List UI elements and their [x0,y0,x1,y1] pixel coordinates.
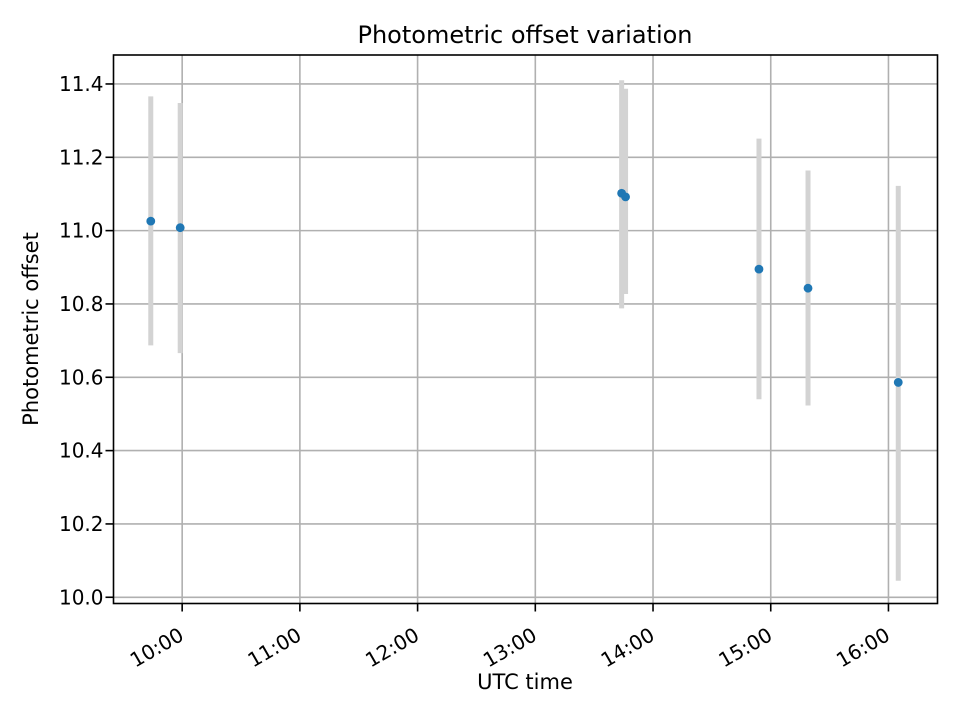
data-point-marker [175,223,185,233]
data-point-marker [621,192,630,202]
x-tick-label: 10:00 [126,623,188,673]
plot-border [112,54,939,605]
y-tick-label: 11.4 [59,72,104,96]
x-tick-label: 13:00 [479,623,541,673]
x-tick-label: 16:00 [832,623,894,673]
y-tick-label: 11.0 [59,219,104,243]
x-tick-label: 12:00 [361,623,423,673]
y-tick-label: 10.0 [59,585,104,609]
chart-title: Photometric offset variation [357,21,693,49]
x-axis-label: UTC time [477,670,573,694]
y-tick-label: 11.2 [59,145,104,169]
y-axis-label: Photometric offset [19,232,43,426]
x-tick-label: 15:00 [714,623,776,673]
y-tick-label: 10.2 [59,512,104,536]
y-tick-label: 10.4 [59,439,104,463]
data-point-marker [893,378,903,387]
data-point-marker [146,216,156,226]
data-point-marker [803,283,813,293]
x-tick-label: 11:00 [243,623,305,673]
y-tick-label: 10.6 [59,365,104,389]
data-point-marker [754,264,764,274]
x-tick-label: 14:00 [597,623,659,673]
y-tick-label: 10.8 [59,292,104,316]
